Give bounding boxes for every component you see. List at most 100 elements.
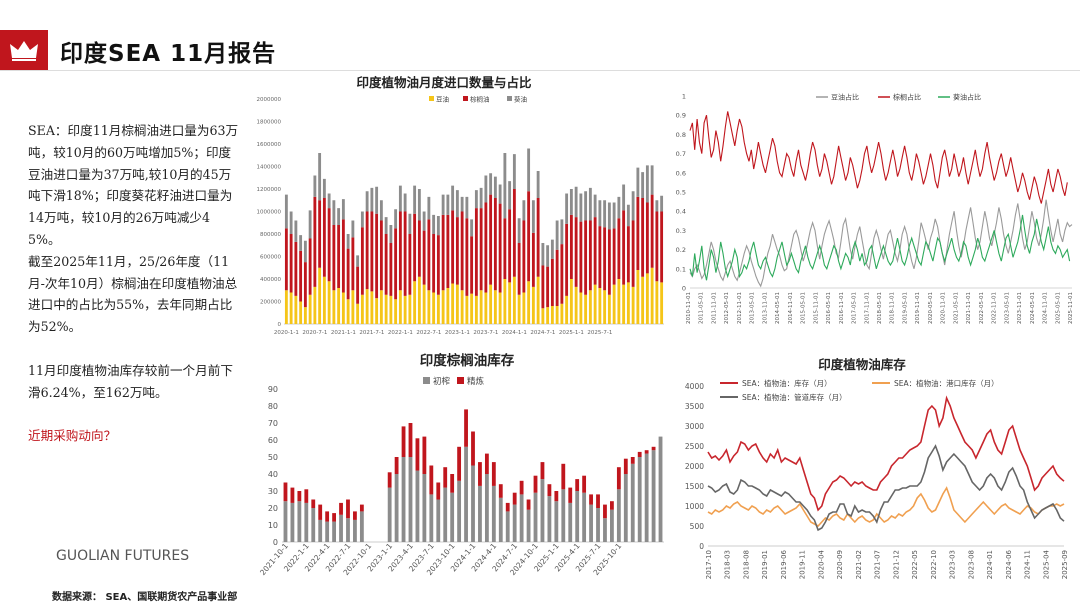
imports-legend-label: 豆油 <box>436 95 449 104</box>
imports-bar-segment <box>660 195 664 212</box>
palm-bar-segment <box>554 491 559 502</box>
imports-bar-segment <box>417 220 421 277</box>
veg-x-tick: 2022-05 <box>911 550 919 579</box>
imports-legend-label: 葵油 <box>514 95 527 104</box>
imports-bar-segment <box>327 208 331 282</box>
imports-bar-segment <box>460 211 464 291</box>
palm-bar-segment <box>526 499 531 510</box>
shares-legend-label: 棕榈占比 <box>893 93 921 102</box>
imports-chart: 印度植物油月度进口数量与占比 豆油 棕榈油 葵油 0 200000 400000 600000… <box>252 72 672 344</box>
imports-bar-segment <box>555 249 559 306</box>
imports-bar-segment <box>327 281 331 324</box>
imports-bar-segment <box>641 172 645 198</box>
shares-x-tick: 2010-11-01 <box>686 292 692 324</box>
shares-series-line <box>689 111 1068 204</box>
imports-bar-segment <box>536 198 540 277</box>
palm-bar-segment <box>616 489 621 542</box>
imports-bar-segment <box>650 165 654 195</box>
palm-y-tick: 80 <box>268 402 278 411</box>
shares-chart: 豆油占比 棕榈占比 葵油占比 0 0.1 0.2 0.3 0.4 0.5 0.6 0.7 0.8 0.9… <box>672 88 1080 340</box>
palm-bar-segment <box>436 482 441 500</box>
imports-bar-segment <box>398 185 402 212</box>
imports-bar-segment <box>422 284 426 324</box>
palm-y-tick: 10 <box>268 521 278 530</box>
imports-bar-segment <box>403 211 407 296</box>
imports-bar-segment <box>356 303 360 324</box>
imports-bar-segment <box>517 294 521 324</box>
imports-bar-segment <box>303 262 307 308</box>
imports-x-tick: 2021-7-1 <box>359 330 384 336</box>
imports-bar-segment <box>565 295 569 324</box>
imports-bar-segment <box>470 293 474 324</box>
veg-x-tick: 2018-03 <box>724 550 732 579</box>
imports-bar-segment <box>322 276 326 324</box>
veg-x-tick: 2020-09 <box>836 550 844 579</box>
imports-x-tick: 2025-7-1 <box>587 330 612 336</box>
imports-bar-segment <box>294 295 298 324</box>
imports-bar-segment <box>384 294 388 324</box>
imports-bar-segment <box>484 175 488 203</box>
imports-bar-segment <box>588 187 592 221</box>
imports-bar-segment <box>631 191 635 221</box>
imports-bar-segment <box>432 234 436 293</box>
imports-bar-segment <box>541 308 545 324</box>
imports-bar-segment <box>546 307 550 324</box>
shares-x-tick: 2015-11-01 <box>813 292 819 324</box>
imports-bar-segment <box>432 292 436 324</box>
palm-bar-segment <box>651 446 656 451</box>
veg-y-tick: 1500 <box>685 482 704 491</box>
imports-bar-segment <box>375 298 379 324</box>
shares-y-tick: 0 <box>682 285 686 293</box>
shares-legend-label: 葵油占比 <box>953 93 981 102</box>
shares-y-tick: 0.1 <box>676 265 686 273</box>
imports-bar-segment <box>427 219 431 291</box>
imports-bar-segment <box>427 196 431 220</box>
imports-bar-segment <box>536 171 540 198</box>
imports-bar-segment <box>422 211 426 231</box>
imports-bar-segment <box>436 216 440 236</box>
palm-bar-segment <box>401 426 406 457</box>
palm-bar-segment <box>353 519 357 542</box>
imports-bar-segment <box>489 284 493 324</box>
imports-bar-segment <box>579 221 583 293</box>
shares-x-tick: 2016-05-01 <box>826 292 832 324</box>
palm-bar-segment <box>457 480 462 542</box>
imports-bar-segment <box>565 193 569 224</box>
imports-bar-segment <box>394 299 398 324</box>
veg-x-tick: 2025-04 <box>1042 549 1050 579</box>
veg-x-tick: 2021-12 <box>892 550 900 579</box>
veg-x-tick: 2022-10 <box>930 550 938 579</box>
imports-bar-segment <box>641 198 645 277</box>
imports-bar-segment <box>655 200 659 212</box>
summary-paragraph-stock: 11月印度植物油库存较前一个月前下滑6.24%，至162万吨。 <box>28 362 233 400</box>
imports-bar-segment <box>341 292 345 324</box>
palm-bar-segment <box>547 496 552 542</box>
imports-bar-segment <box>413 185 417 214</box>
veg-x-tick: 2019-11 <box>799 550 807 579</box>
imports-bar-segment <box>612 202 616 229</box>
palm-y-tick: 30 <box>268 487 278 496</box>
imports-bar-segment <box>446 194 450 215</box>
imports-bar-segment <box>508 181 512 210</box>
imports-bar-segment <box>617 196 621 219</box>
palm-bar-segment <box>498 484 503 498</box>
shares-x-tick: 2025-05-01 <box>1055 292 1061 324</box>
imports-bar-segment <box>603 200 607 228</box>
shares-x-tick: 2014-05-01 <box>775 292 781 324</box>
shares-x-tick: 2019-05-01 <box>902 292 908 324</box>
veg-y-tick: 2000 <box>685 462 704 471</box>
imports-bar-segment <box>645 273 649 324</box>
shares-x-tick: 2025-11-01 <box>1068 292 1074 324</box>
imports-bar-segment <box>427 290 431 324</box>
palm-bar-segment <box>603 504 607 519</box>
palm-bar-segment <box>464 446 468 542</box>
imports-bar-segment <box>413 281 417 324</box>
slide-header: 印度SEA 11月报告 <box>0 30 1080 71</box>
veg-y-tick: 500 <box>690 522 705 531</box>
imports-bar-segment <box>531 286 535 324</box>
palm-bar-segment <box>332 513 337 522</box>
palm-bar-segment <box>450 474 455 493</box>
veg-stock-chart-title: 印度植物油库存 <box>818 357 906 372</box>
imports-bar-segment <box>584 294 588 324</box>
imports-y-tick: 0 <box>278 322 282 328</box>
